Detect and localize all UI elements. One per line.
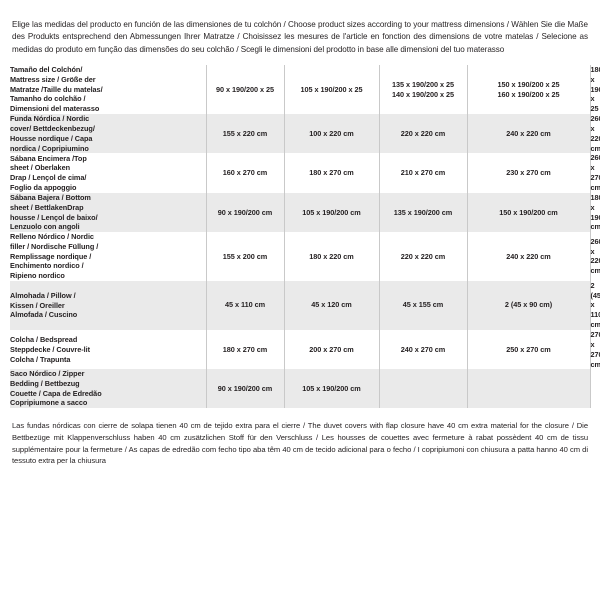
product-size-table: Tamaño del Colchón/ Mattress size / Größ… <box>10 64 600 409</box>
row-cell: 160 x 270 cm <box>205 153 285 193</box>
table-row: Saco Nórdico / Zipper Bedding / Bettbezu… <box>10 369 591 409</box>
row-cell: 2 (45 x 90 cm) <box>466 280 591 330</box>
row-cell <box>466 369 591 409</box>
row-cell: 105 x 190/200 cm <box>283 369 380 409</box>
row-cell: 45 x 110 cm <box>205 280 285 330</box>
table-row: Sábana Bajera / Bottom sheet / Bettlaken… <box>10 192 600 233</box>
row-cell: 240 x 220 cm <box>466 232 591 281</box>
table-row: Funda Nórdica / Nordic cover/ Bettdecken… <box>10 114 600 154</box>
row-cell: 45 x 155 cm <box>378 280 468 330</box>
row-cell: 180 x 270 cm <box>205 329 285 370</box>
table-row: Almohada / Pillow / Kissen / Oreiller Al… <box>10 280 600 330</box>
row-cell: 230 x 270 cm <box>466 153 591 193</box>
footnote-paragraph: Las fundas nórdicas con cierre de solapa… <box>12 421 588 466</box>
header-row-label: Tamaño del Colchón/ Mattress size / Größ… <box>10 64 207 115</box>
row-cell: 200 x 270 cm <box>283 329 380 370</box>
row-label: Funda Nórdica / Nordic cover/ Bettdecken… <box>10 114 207 154</box>
row-cell: 150 x 190/200 cm <box>466 192 591 233</box>
row-label: Colcha / Bedspread Steppdecke / Couvre-l… <box>10 329 207 370</box>
row-cell: 155 x 200 cm <box>205 232 285 281</box>
table-header-row: Tamaño del Colchón/ Mattress size / Größ… <box>10 64 600 115</box>
row-cell: 240 x 220 cm <box>466 114 591 154</box>
row-cell <box>378 369 468 409</box>
header-col-3: 135 x 190/200 x 25 140 x 190/200 x 25 <box>378 64 468 115</box>
table-body: Tamaño del Colchón/ Mattress size / Größ… <box>10 64 600 409</box>
size-table-container: Tamaño del Colchón/ Mattress size / Größ… <box>0 64 600 409</box>
row-cell: 220 x 220 cm <box>378 232 468 281</box>
header-col-4: 150 x 190/200 x 25 160 x 190/200 x 25 <box>466 64 591 115</box>
row-label: Relleno Nórdico / Nordic filler / Nordis… <box>10 232 207 281</box>
row-cell: 90 x 190/200 cm <box>205 192 285 233</box>
row-cell: 250 x 270 cm <box>466 329 591 370</box>
row-cell: 105 x 190/200 cm <box>283 192 380 233</box>
row-cell: 155 x 220 cm <box>205 114 285 154</box>
row-cell: 135 x 190/200 cm <box>378 192 468 233</box>
row-cell: 210 x 270 cm <box>378 153 468 193</box>
row-cell: 100 x 220 cm <box>283 114 380 154</box>
intro-paragraph: Elige las medidas del producto en funció… <box>12 20 588 54</box>
row-cell: 180 x 220 cm <box>283 232 380 281</box>
table-row: Sábana Encimera /Top sheet / Oberlaken D… <box>10 153 600 193</box>
row-label: Sábana Bajera / Bottom sheet / Bettlaken… <box>10 192 207 233</box>
row-cell: 90 x 190/200 cm <box>205 369 285 409</box>
row-label: Sábana Encimera /Top sheet / Oberlaken D… <box>10 153 207 193</box>
row-label: Almohada / Pillow / Kissen / Oreiller Al… <box>10 280 207 330</box>
table-row: Colcha / Bedspread Steppdecke / Couvre-l… <box>10 329 600 370</box>
row-cell: 220 x 220 cm <box>378 114 468 154</box>
header-col-2: 105 x 190/200 x 25 <box>283 64 380 115</box>
table-row: Relleno Nórdico / Nordic filler / Nordis… <box>10 232 600 281</box>
row-cell: 240 x 270 cm <box>378 329 468 370</box>
row-label: Saco Nórdico / Zipper Bedding / Bettbezu… <box>10 369 207 409</box>
row-cell: 45 x 120 cm <box>283 280 380 330</box>
header-col-1: 90 x 190/200 x 25 <box>205 64 285 115</box>
row-cell: 180 x 270 cm <box>283 153 380 193</box>
